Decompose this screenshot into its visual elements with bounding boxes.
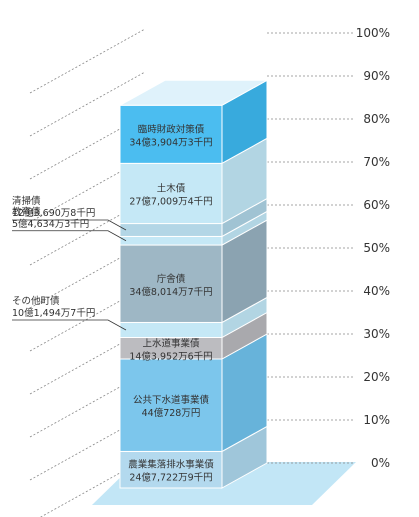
segment-value-label: 44億728万円 (142, 407, 201, 419)
callout-label: その他町債 (12, 295, 60, 307)
callout-value-label: 5億4,634万3千円 (12, 218, 89, 230)
callout-value-label: 12億3,690万8千円 (12, 207, 95, 219)
segment-label: 土木債 (157, 182, 186, 194)
segment-label: 上水道事業債 (142, 337, 200, 349)
segment-value-label: 34億3,904万3千円 (129, 136, 212, 148)
y-tick-label: 30% (363, 327, 390, 341)
y-tick-label: 100% (356, 26, 390, 40)
callout-label: 清掃債 (12, 195, 41, 207)
segment-label: 庁舎債 (157, 273, 186, 285)
segment-value-label: 24億7,722万9千円 (129, 472, 212, 484)
y-tick-label: 60% (363, 198, 390, 212)
y-tick-label: 10% (363, 413, 390, 427)
segment-label: 農業集落排水事業債 (128, 459, 214, 471)
callout-leader-line (12, 230, 127, 242)
segment-callouts: その他町債10億1,494万7千円教育債5億4,634万3千円清掃債12億3,6… (12, 195, 127, 331)
segment-value-label: 14億3,952万6千円 (129, 350, 212, 362)
bar-segment-front (119, 223, 223, 237)
callout-value-label: 10億1,494万7千円 (12, 307, 95, 319)
callout-leader-line (12, 219, 127, 231)
bar-segment-front (119, 321, 223, 339)
callout-label: 教育債 (12, 206, 41, 218)
callout-leader-line (12, 319, 127, 331)
y-tick-label: 50% (363, 241, 390, 255)
segment-label: 臨時財政対策債 (138, 123, 205, 135)
bar-segment-front (119, 358, 223, 452)
stacked-bar (118, 79, 269, 489)
y-axis-ticks: 0% 10% 20% 30% 40% 50% 60% 70% 80% 90% 100% (356, 26, 390, 470)
gridline-diagonal (29, 71, 146, 137)
y-tick-label: 20% (363, 370, 390, 384)
y-tick-label: 70% (363, 155, 390, 169)
bar-segment-front (119, 104, 223, 164)
segment-value-label: 34億8,014万7千円 (129, 286, 212, 298)
y-tick-label: 0% (371, 456, 390, 470)
segment-labels: 農業集落排水事業債24億7,722万9千円公共下水道事業債44億728万円上水道… (128, 123, 214, 483)
y-tick-label: 80% (363, 112, 390, 126)
bar-top-face (118, 79, 269, 106)
y-tick-label: 40% (363, 284, 390, 298)
gridline-diagonal (29, 28, 146, 94)
bar-segment-front (119, 162, 223, 225)
y-tick-label: 90% (363, 69, 390, 83)
bar-segment-front (119, 235, 223, 246)
bar-segment-front (119, 244, 223, 323)
segment-value-label: 27億7,009万4千円 (129, 195, 212, 207)
segment-label: 公共下水道事業債 (133, 394, 210, 406)
